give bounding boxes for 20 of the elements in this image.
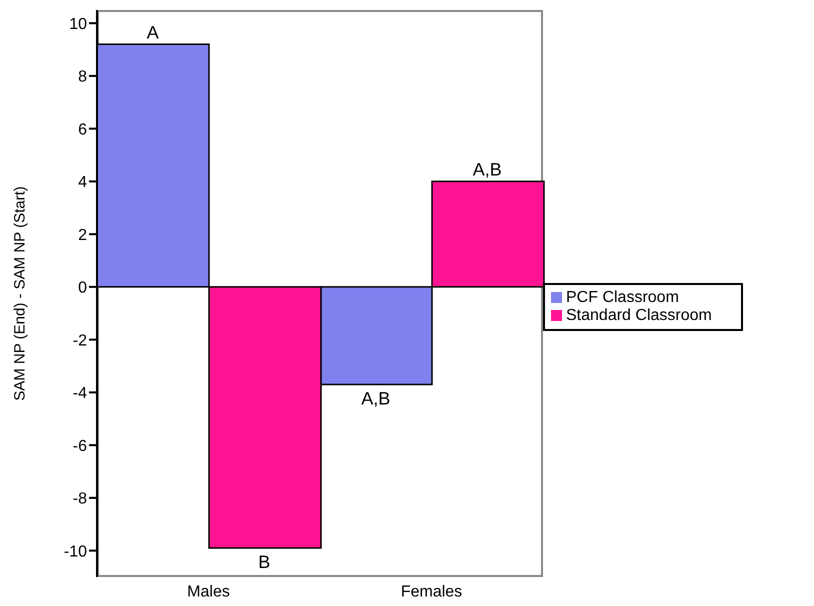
annotation: A,B bbox=[472, 159, 502, 180]
y-tick-label: -2 bbox=[72, 332, 88, 350]
annotation: A,B bbox=[361, 388, 390, 408]
y-tick-label: 4 bbox=[78, 174, 88, 192]
y-tick-label: 8 bbox=[78, 68, 88, 86]
y-tick-label: 2 bbox=[78, 226, 88, 244]
y-tick-label: -8 bbox=[72, 490, 88, 508]
legend-label: PCF Classroom bbox=[566, 289, 679, 306]
y-axis-title: SAM NP (End) - SAM NP (Start) bbox=[11, 186, 28, 401]
legend-label: Standard Classroom bbox=[566, 307, 712, 324]
x-tick-label: Males bbox=[187, 583, 230, 600]
x-tick-label: Females bbox=[400, 583, 462, 600]
y-tick-label: -4 bbox=[72, 385, 88, 402]
annotation: A bbox=[146, 22, 159, 42]
y-tick-label: -10 bbox=[64, 543, 88, 560]
annotation: B bbox=[258, 552, 270, 572]
y-tick-label: 6 bbox=[78, 121, 88, 138]
y-tick-label: -6 bbox=[72, 438, 88, 455]
y-tick-label: 0 bbox=[78, 280, 88, 297]
y-tick-label: 10 bbox=[69, 16, 88, 33]
